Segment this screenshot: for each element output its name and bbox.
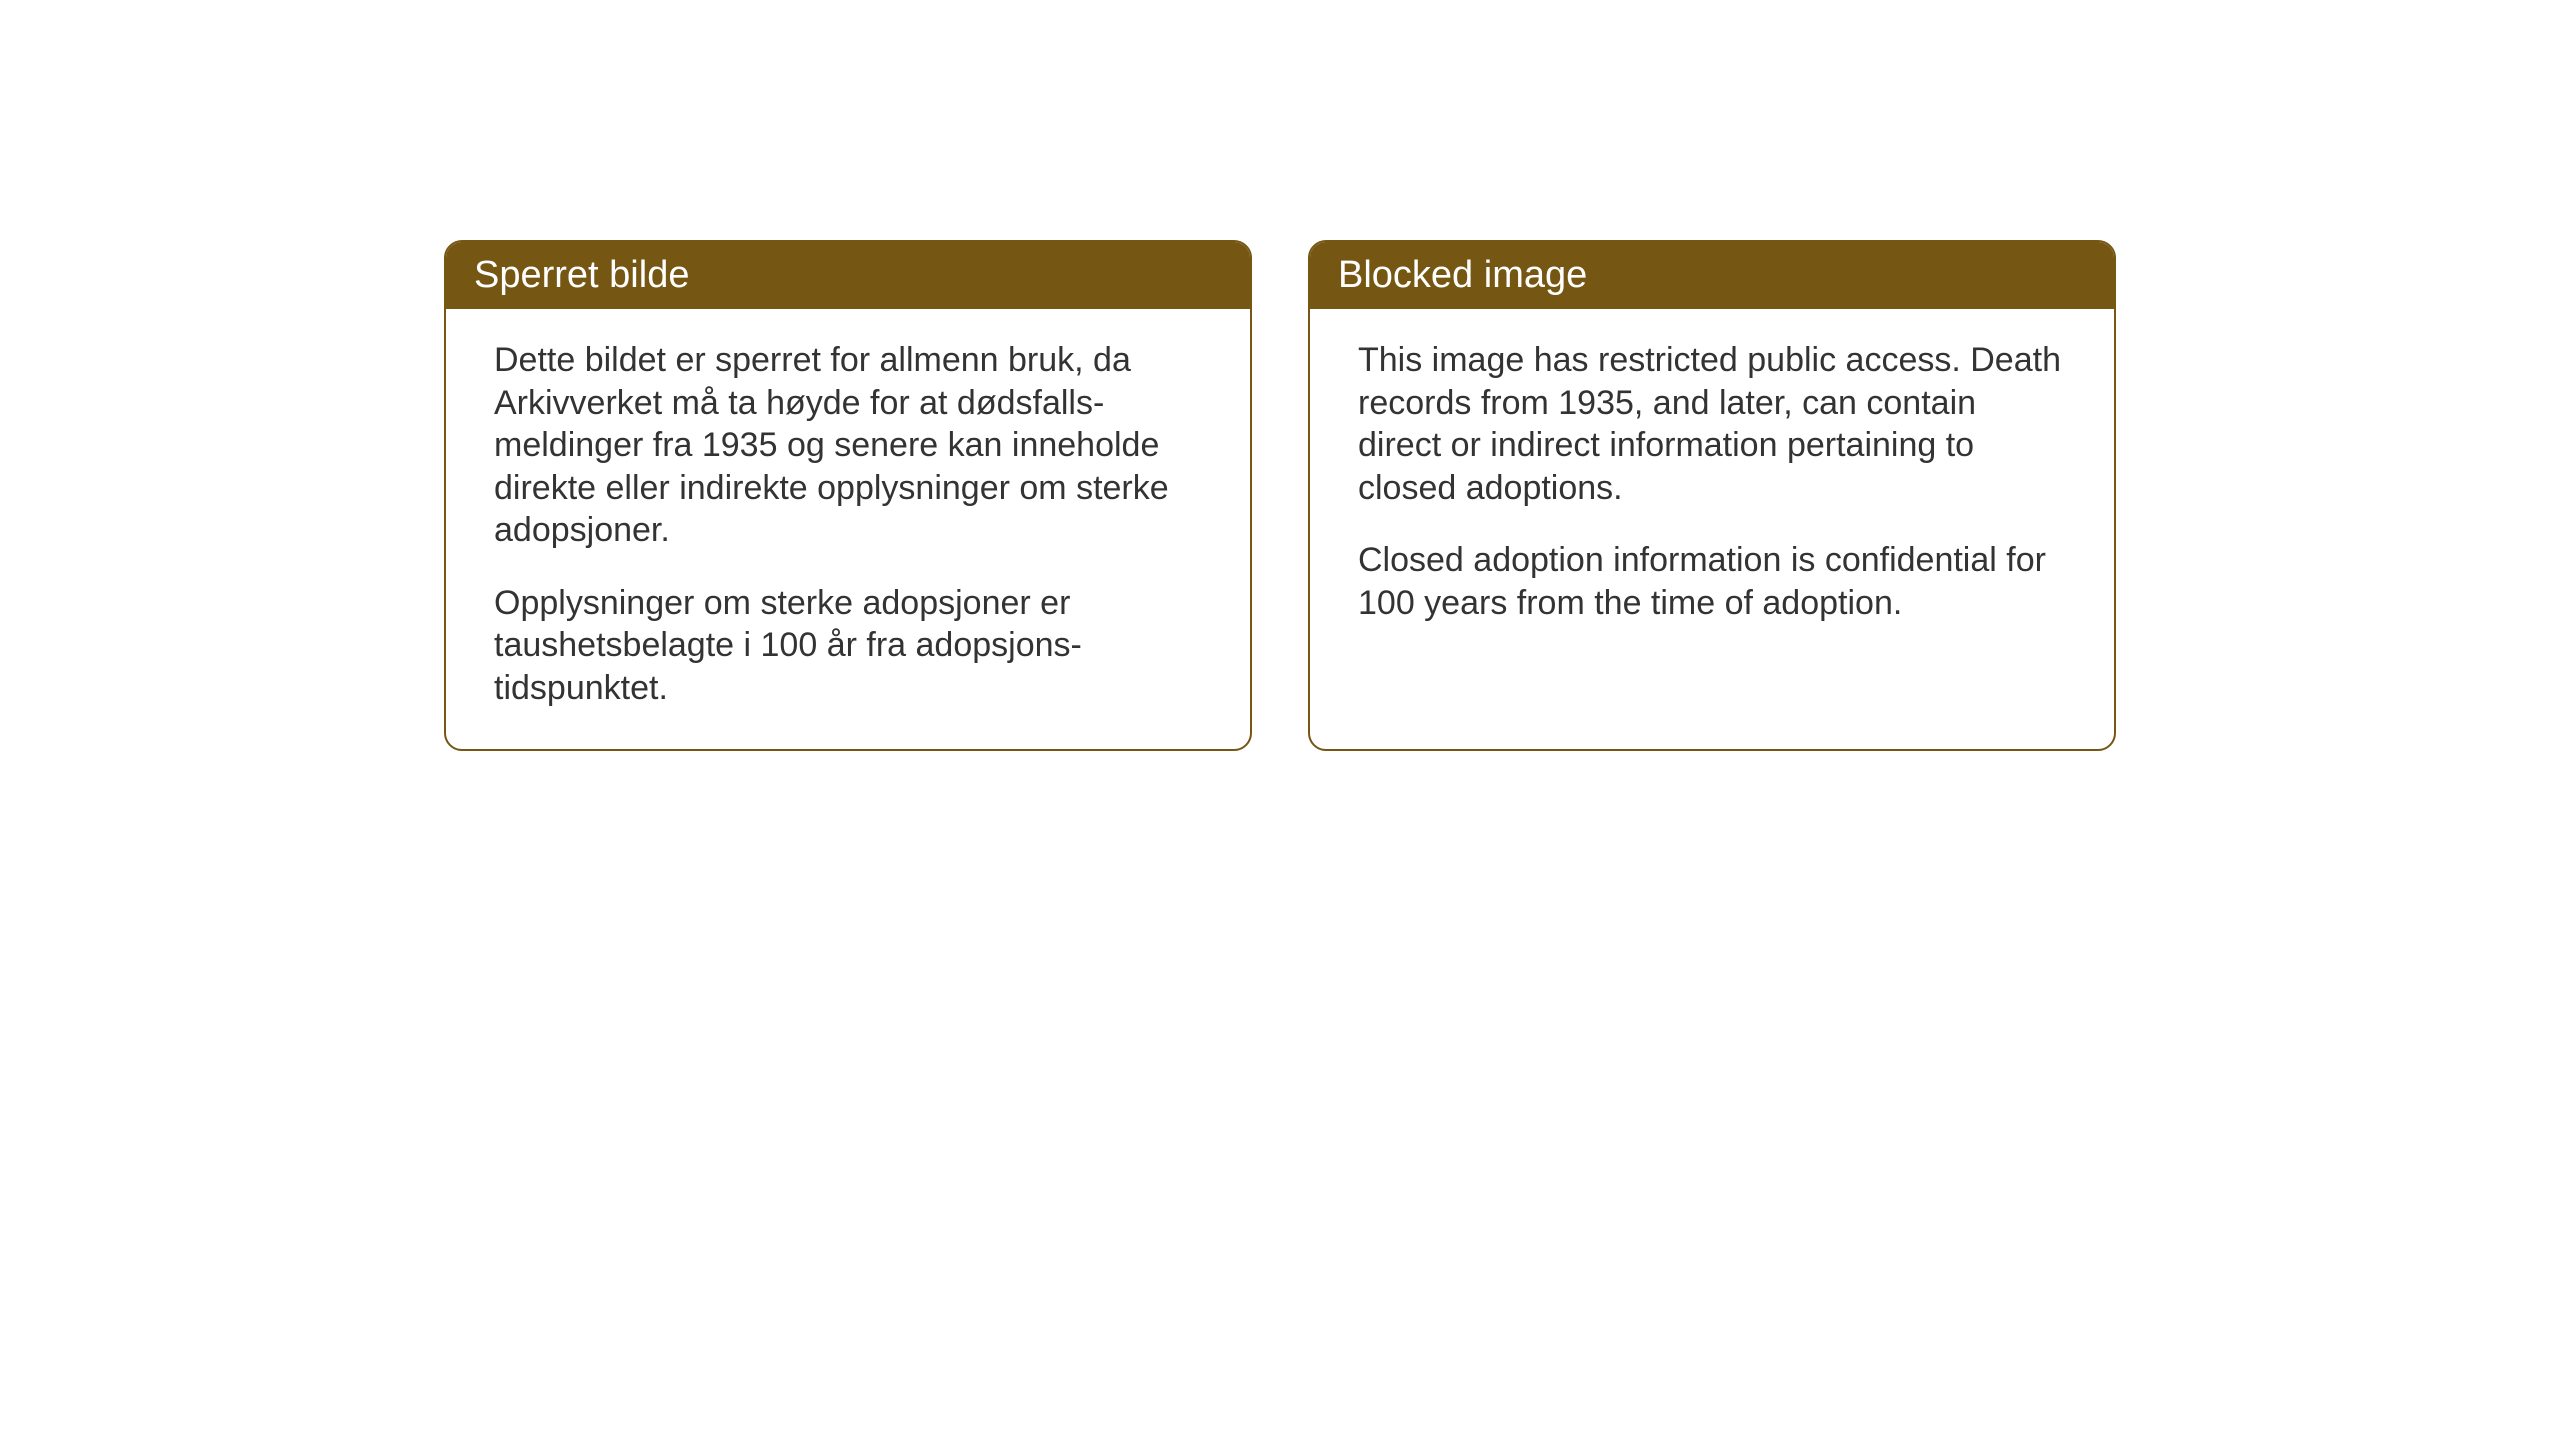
norwegian-card-title: Sperret bilde: [446, 242, 1250, 309]
english-paragraph-2: Closed adoption information is confident…: [1358, 539, 2066, 624]
norwegian-info-card: Sperret bilde Dette bildet er sperret fo…: [444, 240, 1252, 751]
norwegian-paragraph-1: Dette bildet er sperret for allmenn bruk…: [494, 339, 1202, 552]
english-paragraph-1: This image has restricted public access.…: [1358, 339, 2066, 509]
norwegian-card-body: Dette bildet er sperret for allmenn bruk…: [446, 309, 1250, 749]
info-cards-container: Sperret bilde Dette bildet er sperret fo…: [444, 240, 2116, 751]
norwegian-paragraph-2: Opplysninger om sterke adopsjoner er tau…: [494, 582, 1202, 710]
english-card-title: Blocked image: [1310, 242, 2114, 309]
english-card-body: This image has restricted public access.…: [1310, 309, 2114, 664]
english-info-card: Blocked image This image has restricted …: [1308, 240, 2116, 751]
